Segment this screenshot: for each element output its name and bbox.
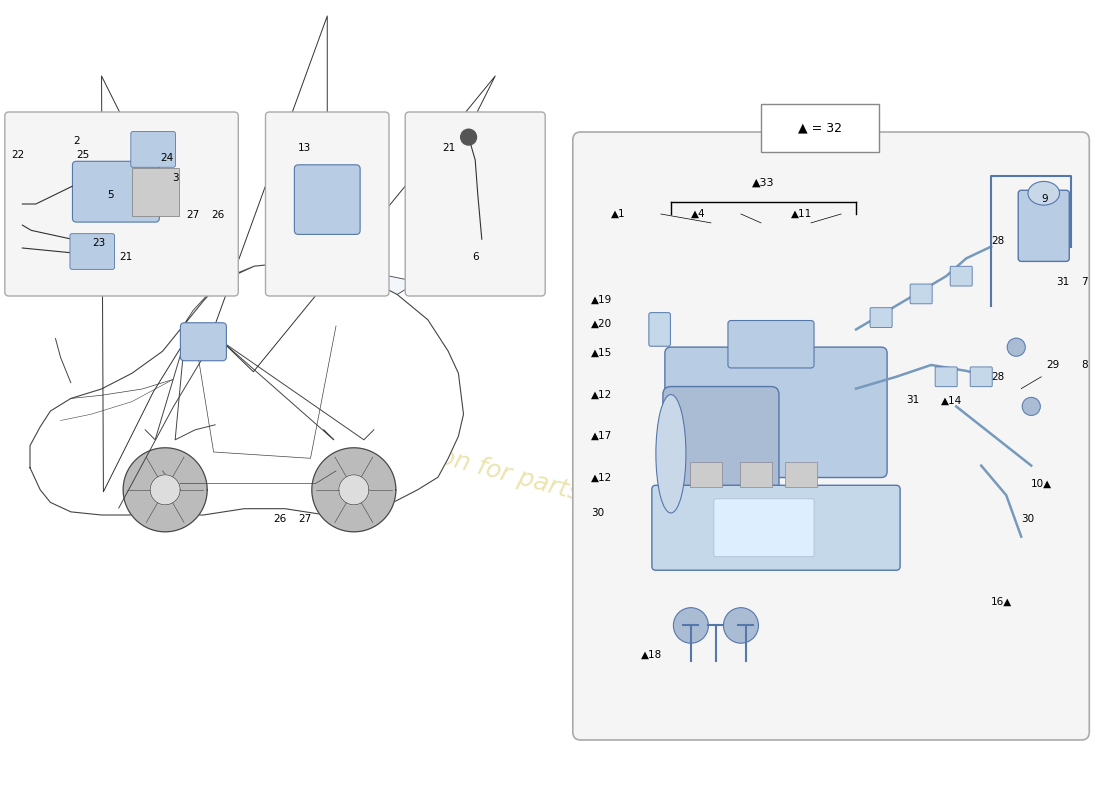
FancyBboxPatch shape: [1019, 190, 1069, 262]
FancyBboxPatch shape: [728, 321, 814, 368]
FancyBboxPatch shape: [132, 168, 179, 215]
Text: ▲18: ▲18: [641, 650, 662, 660]
FancyBboxPatch shape: [652, 486, 900, 570]
Text: 8: 8: [1081, 360, 1088, 370]
Polygon shape: [339, 475, 369, 505]
Text: ▲33: ▲33: [752, 178, 774, 187]
Text: ▲4: ▲4: [691, 209, 705, 219]
FancyBboxPatch shape: [573, 132, 1089, 740]
Polygon shape: [312, 448, 396, 532]
FancyBboxPatch shape: [935, 367, 957, 386]
FancyBboxPatch shape: [265, 112, 389, 296]
Text: 21: 21: [120, 252, 133, 262]
FancyBboxPatch shape: [295, 165, 360, 234]
Text: 21: 21: [442, 142, 455, 153]
FancyBboxPatch shape: [760, 104, 879, 152]
FancyBboxPatch shape: [690, 462, 722, 487]
Text: ▲12: ▲12: [591, 473, 612, 482]
Text: 29: 29: [1046, 360, 1059, 370]
Text: 27: 27: [186, 210, 199, 220]
Text: 2: 2: [73, 136, 80, 146]
Ellipse shape: [1028, 182, 1059, 205]
FancyBboxPatch shape: [714, 499, 814, 557]
Text: 28: 28: [991, 372, 1004, 382]
FancyBboxPatch shape: [785, 462, 817, 487]
FancyBboxPatch shape: [73, 162, 160, 222]
FancyBboxPatch shape: [910, 284, 932, 304]
Circle shape: [1008, 338, 1025, 356]
Text: 24: 24: [160, 154, 174, 163]
FancyBboxPatch shape: [970, 367, 992, 386]
Text: 9: 9: [1042, 194, 1048, 204]
Text: 22: 22: [11, 150, 24, 160]
Text: a passion for parts: a passion for parts: [352, 422, 583, 506]
Text: ▲14: ▲14: [942, 395, 962, 406]
Text: 13: 13: [297, 142, 311, 153]
FancyBboxPatch shape: [4, 112, 239, 296]
FancyBboxPatch shape: [70, 234, 114, 270]
Text: 16▲: 16▲: [991, 597, 1012, 606]
Text: 26: 26: [211, 210, 224, 220]
Circle shape: [461, 130, 476, 145]
Polygon shape: [151, 475, 180, 505]
Circle shape: [1022, 398, 1041, 415]
Text: 10▲: 10▲: [1032, 478, 1053, 488]
Text: 30: 30: [1021, 514, 1034, 524]
FancyBboxPatch shape: [649, 313, 670, 346]
Text: 28: 28: [991, 236, 1004, 246]
Ellipse shape: [724, 608, 759, 643]
FancyBboxPatch shape: [405, 112, 546, 296]
FancyBboxPatch shape: [131, 131, 175, 167]
Text: 3: 3: [173, 173, 179, 182]
Text: ▲15: ▲15: [591, 348, 612, 358]
FancyBboxPatch shape: [870, 308, 892, 327]
Text: 26: 26: [274, 514, 287, 524]
FancyBboxPatch shape: [664, 347, 887, 478]
Text: 5: 5: [107, 190, 113, 200]
Text: 23: 23: [92, 238, 106, 248]
Text: 30: 30: [591, 508, 604, 518]
Ellipse shape: [673, 608, 708, 643]
Text: ▲ = 32: ▲ = 32: [798, 122, 842, 134]
Polygon shape: [123, 448, 207, 532]
Text: ▲19: ▲19: [591, 295, 612, 305]
Text: 31: 31: [1056, 277, 1069, 287]
Text: 27: 27: [298, 514, 311, 524]
Text: 7: 7: [1081, 277, 1088, 287]
FancyBboxPatch shape: [740, 462, 772, 487]
Text: 31: 31: [906, 395, 920, 406]
Text: ▲20: ▲20: [591, 318, 612, 329]
FancyBboxPatch shape: [950, 266, 972, 286]
Ellipse shape: [656, 394, 686, 513]
Polygon shape: [30, 263, 463, 515]
Polygon shape: [362, 275, 418, 294]
Text: ▲12: ▲12: [591, 390, 612, 399]
Polygon shape: [183, 266, 254, 326]
FancyBboxPatch shape: [180, 322, 227, 361]
Text: ▲1: ▲1: [610, 209, 626, 219]
Text: 6: 6: [472, 252, 478, 262]
Text: ▲17: ▲17: [591, 431, 612, 441]
FancyBboxPatch shape: [663, 386, 779, 521]
Text: ▲11: ▲11: [791, 209, 812, 219]
Text: 25: 25: [77, 150, 90, 160]
